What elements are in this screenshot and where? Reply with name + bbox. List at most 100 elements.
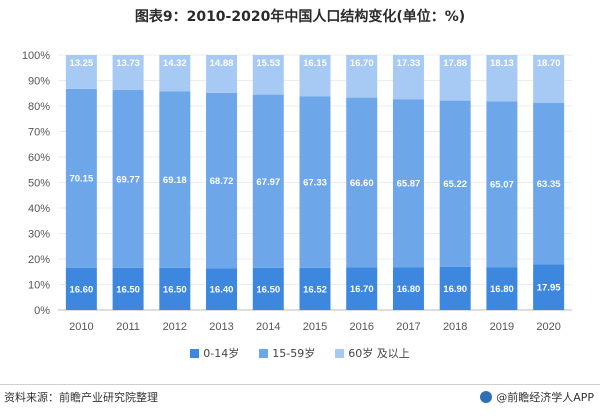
bar-segment <box>65 55 97 89</box>
y-tick-label: 30% <box>28 229 50 241</box>
x-tick-label: 2020 <box>536 321 560 333</box>
x-tick-label: 2018 <box>443 321 467 333</box>
data-label: 13.25 <box>69 58 93 69</box>
data-label: 65.07 <box>490 180 514 191</box>
bar-segment <box>533 102 565 265</box>
bar-segment <box>206 55 238 93</box>
x-tick-label: 2011 <box>116 321 140 333</box>
bar-segment <box>392 267 424 310</box>
data-label: 16.15 <box>303 58 327 69</box>
x-tick-label: 2010 <box>69 321 93 333</box>
bar-segment <box>439 55 471 101</box>
y-tick-label: 40% <box>28 203 50 215</box>
x-tick-label: 2013 <box>209 321 233 333</box>
data-label: 65.87 <box>397 179 421 190</box>
y-tick-label: 50% <box>28 178 50 190</box>
bar-segment <box>346 267 378 310</box>
bar-segment <box>112 55 144 91</box>
y-tick-label: 100% <box>22 50 50 62</box>
data-label: 14.88 <box>210 58 234 69</box>
legend-label-60-plus: 60岁 及以上 <box>348 347 410 360</box>
stacked-bar-chart: 16.60 70.15 13.25 16.50 69.77 13.73 16.50 69.18… <box>22 50 572 333</box>
data-label: 16.50 <box>116 284 140 295</box>
bar-segment <box>159 55 191 92</box>
bars: 16.60 70.15 13.25 16.50 69.77 13.73 16.50 69.18… <box>65 55 565 310</box>
bar-segment <box>206 268 238 310</box>
data-label: 69.18 <box>163 175 187 186</box>
data-label: 13.73 <box>116 58 140 69</box>
bar-segment <box>252 94 284 268</box>
legend-swatch-15-59 <box>259 348 269 358</box>
legend-swatch-0-14 <box>190 348 200 358</box>
data-label: 16.80 <box>397 284 421 295</box>
bar-segment <box>206 92 238 269</box>
bar-segment <box>299 55 331 97</box>
data-label: 65.22 <box>443 179 467 190</box>
data-label: 18.70 <box>537 58 561 69</box>
bar-segment <box>252 267 284 310</box>
bar-segment <box>439 266 471 310</box>
data-label: 16.70 <box>350 58 374 69</box>
data-label: 16.90 <box>443 284 467 295</box>
x-tick-label: 2017 <box>396 321 420 333</box>
data-label: 69.77 <box>116 174 140 185</box>
bar-segment <box>392 55 424 100</box>
data-label: 68.72 <box>210 176 234 187</box>
data-label: 67.33 <box>303 178 327 189</box>
bar-segment <box>65 88 97 268</box>
y-tick-label: 10% <box>28 280 50 292</box>
y-tick-label: 20% <box>28 254 50 266</box>
y-tick-label: 60% <box>28 152 50 164</box>
data-label: 16.70 <box>350 284 374 295</box>
y-tick-label: 0% <box>34 305 50 317</box>
legend-label-0-14: 0-14岁 <box>203 347 240 360</box>
bar-segment <box>299 267 331 310</box>
data-label: 16.60 <box>69 284 93 295</box>
y-tick-label: 80% <box>28 101 50 113</box>
legend-swatch-60-plus <box>335 348 345 358</box>
data-label: 14.32 <box>163 58 187 69</box>
x-tick-label: 2012 <box>163 321 187 333</box>
bar-segment <box>65 267 97 310</box>
source-note: 资料来源：前瞻产业研究院整理 <box>4 391 158 404</box>
x-tick-label: 2019 <box>490 321 514 333</box>
legend-item-15-59: 15-59岁 <box>259 345 315 361</box>
y-tick-label: 90% <box>28 76 50 88</box>
data-label: 16.50 <box>256 284 280 295</box>
x-tick-label: 2016 <box>349 321 373 333</box>
legend: 0-14岁 15-59岁 60岁 及以上 <box>0 345 600 361</box>
bar-segment <box>112 90 144 268</box>
bar-segment <box>392 99 424 268</box>
bar-segment <box>486 267 518 310</box>
y-axis: 0% 10% 20% 30% 40% 50% 60% 70% 80% 90% 100% <box>22 50 50 317</box>
x-tick-label: 2015 <box>303 321 327 333</box>
bar-segment <box>346 97 378 268</box>
data-label: 17.33 <box>397 58 421 69</box>
data-label: 70.15 <box>69 174 93 185</box>
data-label: 16.80 <box>490 284 514 295</box>
legend-item-60-plus: 60岁 及以上 <box>335 345 410 361</box>
bar-segment <box>112 267 144 310</box>
data-label: 66.60 <box>350 178 374 189</box>
bar-segment <box>252 55 284 95</box>
footer-divider <box>0 384 600 385</box>
bar-segment <box>533 55 565 103</box>
data-label: 15.53 <box>256 58 280 69</box>
chart-title: 图表9：2010-2020年中国人口结构变化(单位：%) <box>134 9 466 25</box>
data-label: 16.50 <box>163 284 187 295</box>
bar-segment <box>299 96 331 268</box>
bar-segment <box>439 100 471 267</box>
bar-segment <box>159 267 191 310</box>
brand-label: @前瞻经济学人APP <box>496 391 594 404</box>
data-label: 16.40 <box>210 285 234 296</box>
legend-item-0-14: 0-14岁 <box>190 345 239 361</box>
x-tick-label: 2014 <box>256 321 280 333</box>
data-label: 17.88 <box>443 58 467 69</box>
data-label: 67.97 <box>256 177 280 188</box>
bar-segment <box>486 55 518 102</box>
data-label: 16.52 <box>303 284 327 295</box>
data-label: 63.35 <box>537 179 561 190</box>
bar-segment <box>346 55 378 98</box>
legend-label-15-59: 15-59岁 <box>272 347 316 360</box>
y-tick-label: 70% <box>28 127 50 139</box>
